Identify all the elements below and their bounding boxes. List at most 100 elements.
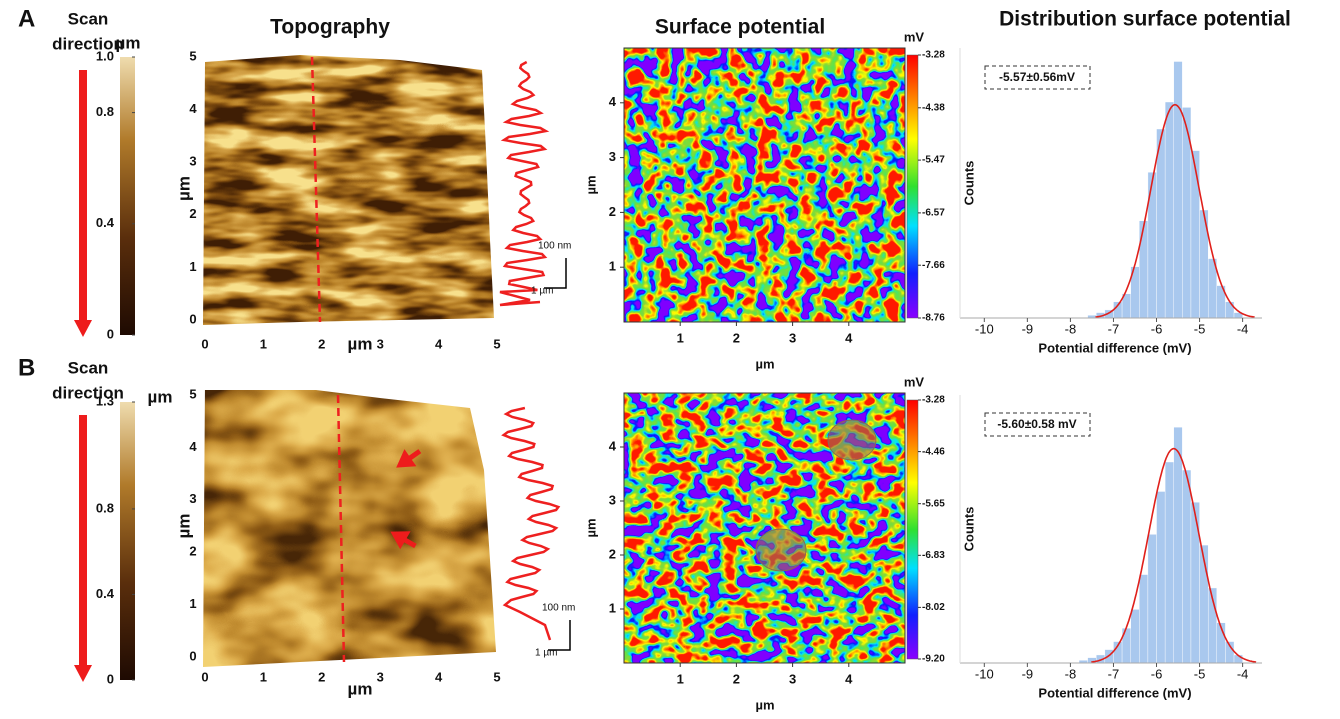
y-tick-label: 0: [189, 311, 196, 326]
x-axis-label: Potential difference (mV): [1038, 340, 1191, 355]
scale-horizontal: 1 µm: [535, 648, 557, 659]
histogram-bar: [1173, 426, 1183, 664]
topography-surface: [203, 55, 494, 325]
colorbar-unit: µm: [148, 387, 173, 406]
colorbar-tick-label: 1.3: [96, 393, 114, 408]
y-tick-label: 1: [189, 596, 196, 611]
colorbar-tick-label: -3.28: [922, 50, 945, 61]
colorbar-tick-label: -3.28: [922, 395, 945, 406]
x-tick-label: 2: [318, 669, 325, 684]
histogram-bar: [1190, 150, 1200, 319]
y-tick-label: 1: [609, 600, 616, 615]
y-tick-label: 3: [189, 154, 196, 169]
y-axis-label: µm: [583, 175, 598, 194]
scale-horizontal: 1 µm: [531, 286, 553, 297]
histogram-bar: [1147, 534, 1157, 664]
histogram-bar: [1130, 609, 1140, 664]
x-tick-label: -4: [1237, 666, 1249, 681]
x-tick-label: 1: [677, 671, 684, 686]
colorbar-tick-label: -5.65: [922, 498, 945, 509]
x-tick-label: 3: [377, 336, 384, 351]
y-tick-label: 3: [189, 491, 196, 506]
histogram-bar: [1156, 128, 1166, 319]
colorbar-unit: mV: [904, 29, 925, 44]
x-tick-label: 2: [733, 671, 740, 686]
potential-colorbar: [906, 399, 919, 660]
colorbar-tick-label: -8.02: [922, 602, 945, 613]
x-tick-label: 0: [201, 669, 208, 684]
colorbar-tick-label: -6.57: [922, 208, 945, 219]
x-axis-label: µm: [348, 334, 373, 353]
colorbar-tick-label: 0.4: [96, 215, 115, 230]
scale-bar: [544, 258, 567, 289]
colorbar-tick-label: -5.47: [922, 155, 945, 166]
x-tick-label: 3: [789, 671, 796, 686]
x-tick-label: -10: [975, 321, 994, 336]
feature-arrow: [390, 531, 417, 550]
x-tick-label: 3: [789, 330, 796, 345]
scan-direction: Scan: [68, 358, 109, 377]
scan-direction: direction: [52, 34, 124, 53]
histogram-bar: [1164, 461, 1174, 664]
scale-vertical: 100 nm: [538, 241, 571, 252]
histogram-bar: [1190, 502, 1200, 664]
colorbar-unit: mV: [904, 374, 925, 389]
region-highlight: [827, 419, 877, 461]
gaussian-fit: [1095, 103, 1255, 318]
x-tick-label: 2: [318, 336, 325, 351]
annotation-box: [984, 412, 1091, 437]
scan-arrow-head: [74, 320, 92, 337]
colorbar-tick-label: 0.8: [96, 500, 114, 515]
histogram-bar: [1173, 61, 1183, 319]
x-tick-label: 4: [845, 330, 853, 345]
colorbar-tick-label: 0: [107, 326, 114, 341]
x-tick-label: -4: [1237, 321, 1249, 336]
x-axis-label: µm: [348, 679, 373, 698]
profile-line: [336, 394, 346, 663]
x-tick-label: 4: [845, 671, 853, 686]
colorbar-tick-label: -9.20: [922, 654, 945, 665]
colorbar-tick-label: 0.4: [96, 586, 115, 601]
histogram-bar: [1225, 301, 1235, 319]
y-tick-label: 5: [189, 48, 196, 63]
profile-line: [310, 56, 322, 323]
x-tick-label: -6: [1151, 666, 1163, 681]
histogram-bar: [1164, 101, 1174, 319]
y-tick-label: 2: [189, 206, 196, 221]
x-axis-label: µm: [755, 697, 774, 712]
y-tick-label: 4: [189, 101, 197, 116]
scale-bar: [548, 620, 571, 651]
colorbar-tick-label: 0.8: [96, 104, 114, 119]
y-axis-label: Counts: [961, 161, 976, 206]
colorbar-unit: µm: [116, 33, 141, 52]
y-tick-label: 4: [609, 94, 617, 109]
y-tick-label: 3: [609, 492, 616, 507]
x-tick-label: -6: [1151, 321, 1163, 336]
topography-colorbar: [120, 402, 135, 680]
colorbar-tick-label: -8.76: [922, 313, 945, 324]
colorbar-tick-label: 0: [107, 671, 114, 686]
feature-arrow: [396, 449, 422, 468]
topography-surface: [203, 390, 496, 667]
colorbar-tick-label: 1.0: [96, 48, 114, 63]
y-tick-label: 4: [189, 439, 197, 454]
colorbar-tick-label: -4.46: [922, 446, 945, 457]
x-axis-label: µm: [755, 356, 774, 371]
scan-arrow-head: [74, 665, 92, 682]
y-tick-label: 0: [189, 648, 196, 663]
fit-annotation: -5.60±0.58 mV: [997, 417, 1076, 431]
x-tick-label: -7: [1108, 321, 1120, 336]
header-surface-potential: Surface potential: [655, 16, 825, 39]
x-tick-label: -9: [1022, 666, 1034, 681]
x-tick-label: -5: [1194, 321, 1206, 336]
height-profile: [501, 406, 561, 641]
x-tick-label: -5: [1194, 666, 1206, 681]
histogram-bar: [1139, 220, 1149, 319]
potential-colorbar: [906, 54, 919, 319]
potential-map-frame: [623, 47, 906, 323]
gaussian-fit: [1091, 447, 1257, 663]
panel-label: B: [18, 354, 35, 381]
x-tick-label: -9: [1022, 321, 1034, 336]
x-tick-label: 1: [677, 330, 684, 345]
